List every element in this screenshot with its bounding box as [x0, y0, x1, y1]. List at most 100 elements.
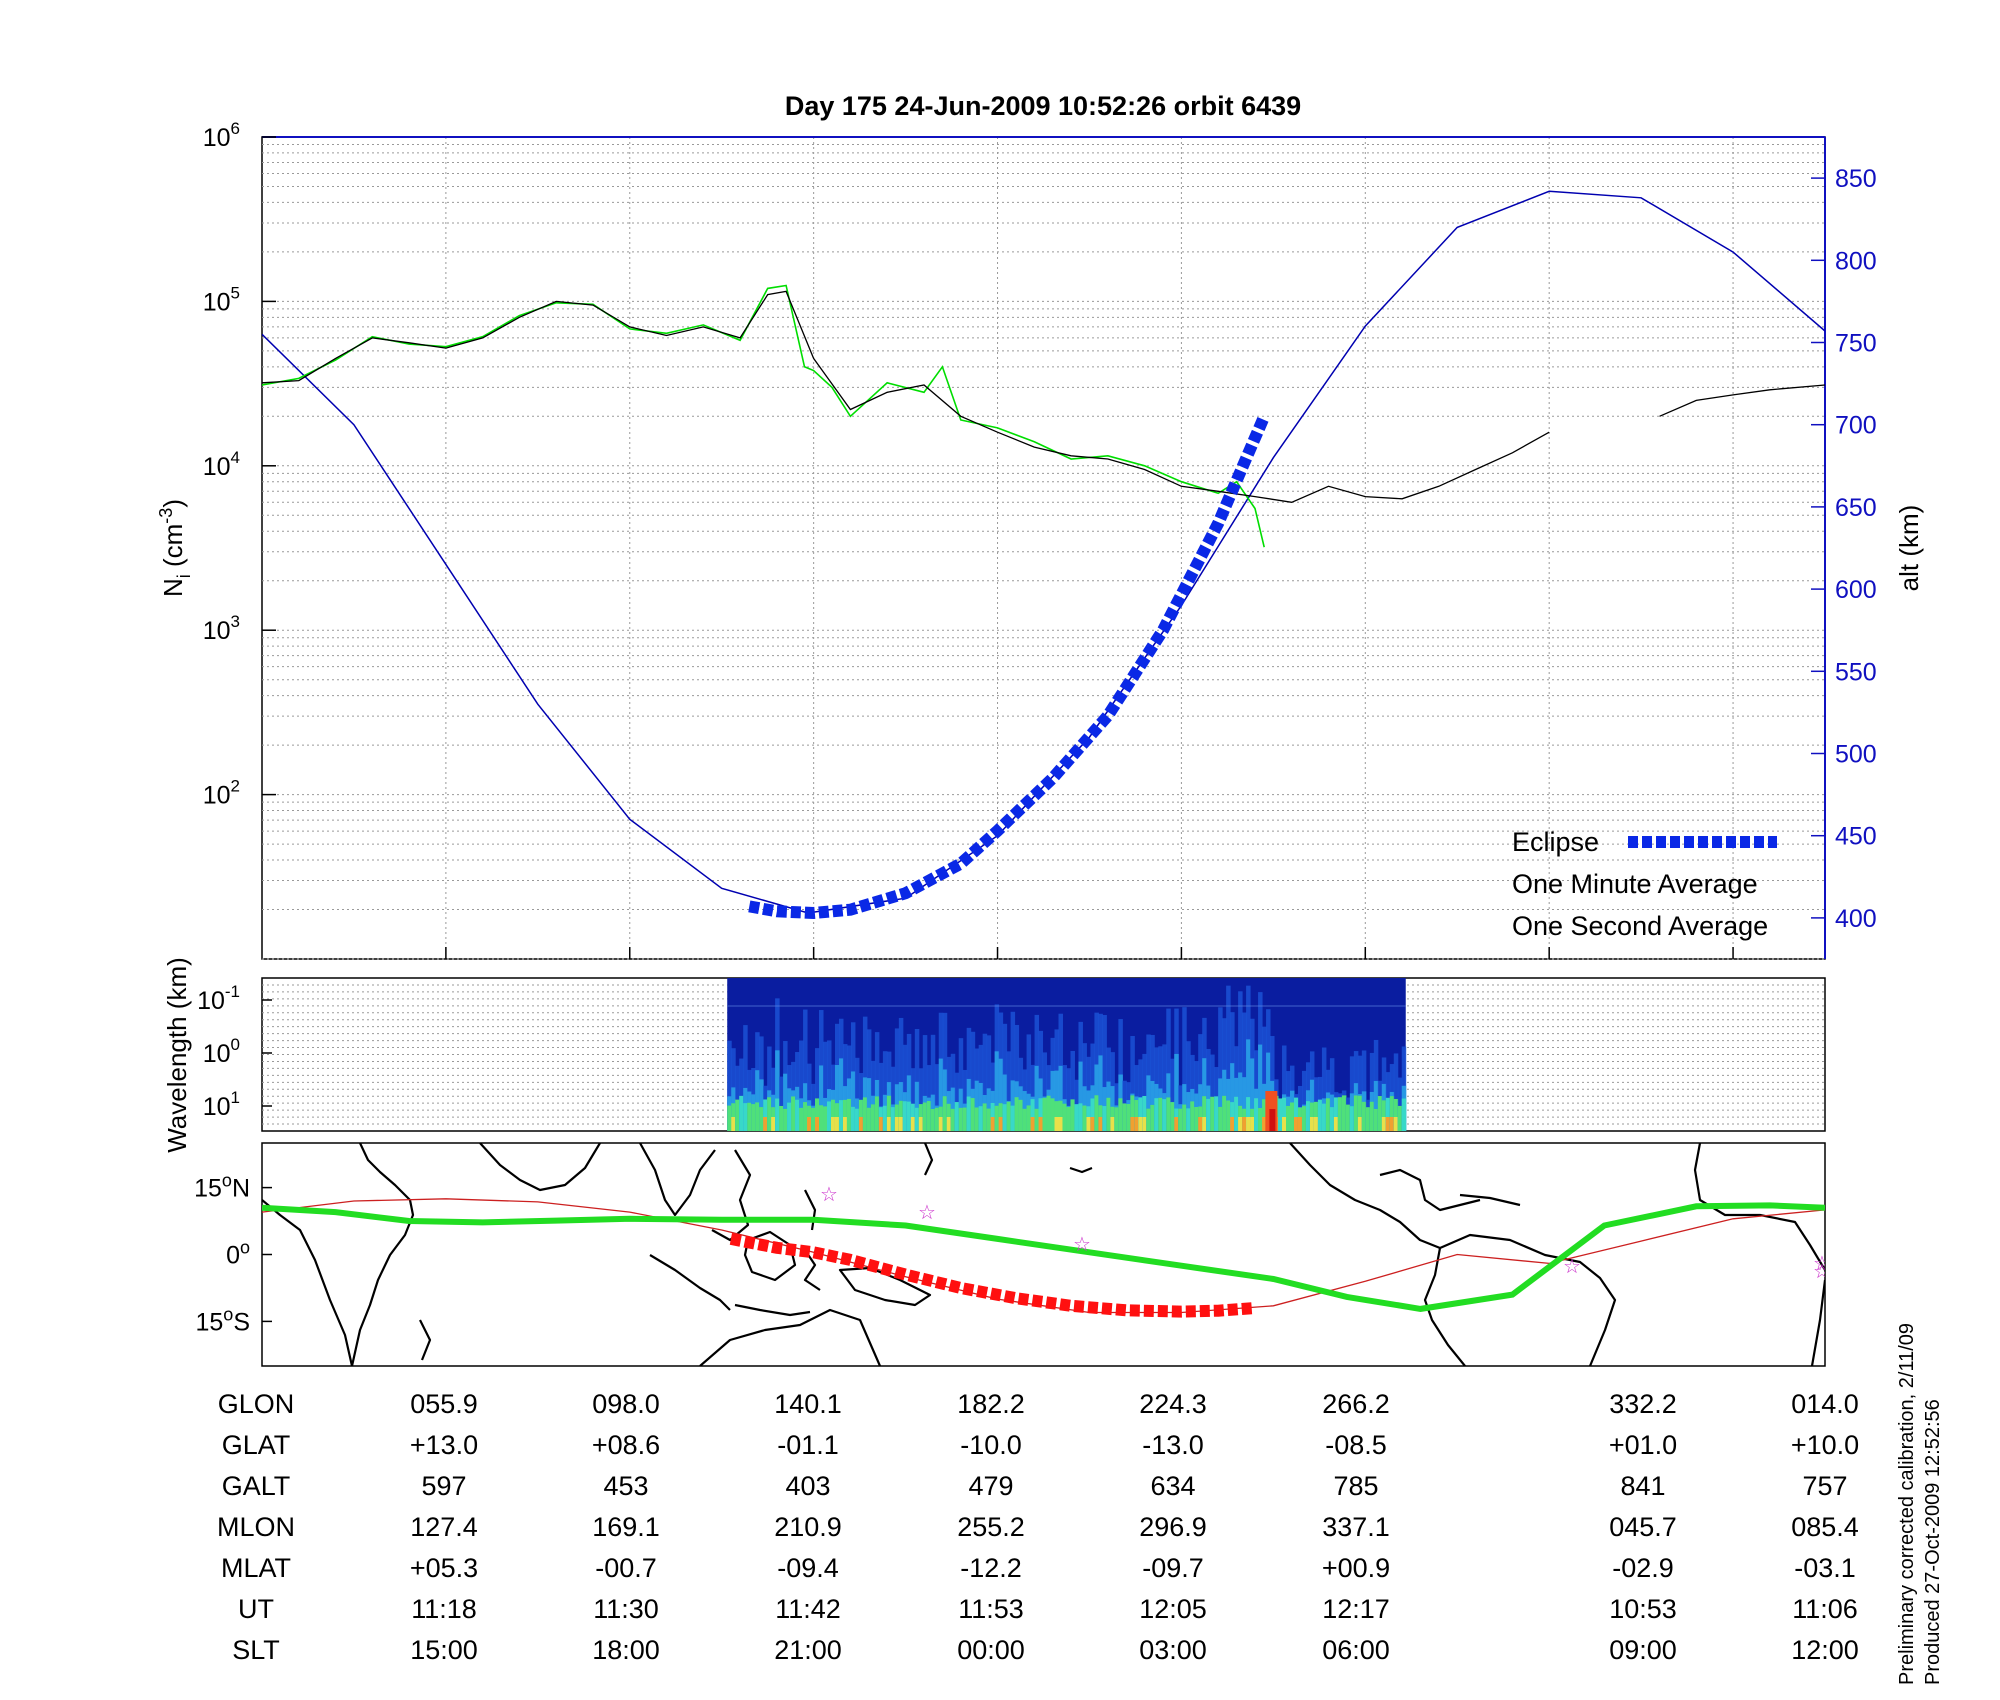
spectrogram-band — [1262, 1117, 1267, 1131]
spectrogram-band — [1102, 1015, 1107, 1131]
y2-tick-label: 850 — [1835, 165, 1877, 193]
table-cell: 014.0 — [1791, 1389, 1859, 1419]
table-cell: 11:30 — [593, 1594, 659, 1624]
spectrogram-band — [918, 1068, 924, 1131]
spectrogram-band — [819, 1105, 824, 1131]
spectrogram-band — [850, 1071, 856, 1131]
spectrogram-band — [739, 1058, 744, 1131]
table-cell: 266.2 — [1322, 1389, 1390, 1419]
spectrogram-band — [1042, 1052, 1048, 1131]
table-cell: +05.3 — [410, 1553, 478, 1583]
spectrogram-band — [755, 1070, 760, 1131]
table-cell: 12:00 — [1791, 1635, 1859, 1665]
y2-tick-label: 750 — [1835, 330, 1877, 358]
spectrogram-band — [842, 1099, 848, 1131]
spectrogram-band — [994, 1051, 1000, 1131]
spectrogram-band — [938, 1058, 944, 1131]
spectrogram-band — [1178, 1108, 1183, 1131]
spectrogram-band — [799, 1040, 804, 1131]
spectrogram-band — [1321, 1047, 1327, 1131]
spectrogram-band — [1090, 1098, 1095, 1131]
spectrogram-band — [1361, 1050, 1367, 1131]
spectrogram-band — [1062, 1103, 1067, 1131]
spectrogram-band — [815, 1048, 820, 1131]
spectrogram-band — [1242, 1077, 1247, 1131]
spectrogram-band — [910, 1068, 916, 1131]
legend-eclipse-label: Eclipse — [1512, 827, 1599, 857]
spectrogram-band — [1130, 1035, 1135, 1131]
spectrogram-band — [1098, 1117, 1103, 1131]
spectrogram-band — [1202, 1058, 1207, 1131]
spectrogram-band — [1002, 1104, 1008, 1131]
table-cell: +00.9 — [1322, 1553, 1390, 1583]
mid-y-tick-label: 100 — [203, 1035, 240, 1068]
spectrogram-band — [1325, 1098, 1331, 1131]
spectrogram — [727, 978, 1407, 1131]
table-cell: -10.0 — [960, 1430, 1022, 1460]
y-tick-label: 104 — [203, 448, 240, 481]
spectrogram-band — [906, 1101, 912, 1131]
spectrogram-band — [1186, 1108, 1191, 1131]
spectrogram-band — [727, 1040, 732, 1131]
spectrogram-band — [1313, 1117, 1319, 1131]
spectrogram-band — [1054, 1117, 1060, 1131]
table-row-label: SLT — [232, 1635, 280, 1665]
spectrogram-band — [1158, 1097, 1163, 1131]
spectrogram-band — [1357, 1055, 1363, 1131]
spectrogram-band — [922, 1102, 928, 1131]
coast-south-america-east — [1439, 1233, 1617, 1366]
spectrogram-band — [1150, 1104, 1155, 1131]
spectrogram-band — [1230, 1117, 1235, 1131]
table-cell: +01.0 — [1609, 1430, 1677, 1460]
spectrogram-band — [1357, 1117, 1363, 1131]
spectrogram-band — [914, 1081, 920, 1131]
spectrogram-band — [894, 1028, 900, 1131]
coast-africa-west — [262, 1199, 354, 1366]
spectrogram-band — [1349, 1106, 1355, 1131]
spectrogram-band — [1026, 1105, 1032, 1131]
spectrogram-band — [970, 1098, 976, 1131]
spectrogram-band — [775, 1050, 780, 1131]
chart-title: Day 175 24-Jun-2009 10:52:26 orbit 6439 — [785, 91, 1301, 121]
table-cell: 182.2 — [957, 1389, 1025, 1419]
table-cell: 785 — [1333, 1471, 1378, 1501]
spectrogram-band — [1002, 1074, 1008, 1131]
spectrogram-band — [1238, 991, 1243, 1131]
left-axis-ticks: 106 105 104 103 102 — [203, 119, 276, 810]
coast-sumatra — [649, 1254, 731, 1311]
spectrogram-band — [1309, 1117, 1315, 1131]
spectrogram-band — [978, 1106, 984, 1131]
spectrogram-band — [846, 1098, 852, 1131]
spectrogram-band — [1166, 1008, 1171, 1131]
map-y-tick-label: 0o — [226, 1238, 250, 1270]
table-row-label: MLAT — [221, 1553, 291, 1583]
top-panel-grid — [262, 144, 1825, 960]
spectrogram-band — [862, 1097, 868, 1131]
spectrogram-band — [1246, 1039, 1251, 1131]
spectrogram-band — [1054, 1101, 1060, 1131]
star-marker: ☆ — [1813, 1261, 1831, 1283]
spectrogram-band — [763, 1117, 768, 1131]
spectrogram-band — [974, 1107, 980, 1131]
spectrogram-band — [974, 1080, 980, 1131]
right-axis-ticks: 850 800 750 700 650 600 550 500 450 400 — [1811, 165, 1877, 933]
altitude-line — [262, 190, 1825, 914]
spectrogram-band — [1162, 1099, 1167, 1131]
table-cell: 09:00 — [1609, 1635, 1677, 1665]
table-cell: 12:17 — [1322, 1594, 1390, 1624]
spectrogram-band — [1054, 1070, 1060, 1131]
spectrogram-band — [727, 1105, 732, 1131]
spectrogram-band — [1301, 1106, 1307, 1131]
map-y-tick-label: 15oN — [194, 1171, 250, 1203]
y2-tick-label: 650 — [1835, 494, 1877, 522]
data-table: GLON GLAT GALT MLON MLAT UT SLT 055.9 +13.0 597 12… — [217, 1389, 1859, 1665]
spectrogram-band — [823, 1041, 828, 1131]
y2-tick-label: 600 — [1835, 576, 1877, 604]
top-y-axis-label: Ni (cm-3) — [156, 499, 194, 597]
spectrogram-band — [1118, 1098, 1123, 1131]
spectrogram-band — [1198, 1034, 1203, 1131]
y2-tick-label: 700 — [1835, 412, 1877, 440]
spectrogram-band — [1297, 1117, 1303, 1131]
spectrogram-band — [954, 1072, 960, 1131]
table-cell: 21:00 — [774, 1635, 842, 1665]
